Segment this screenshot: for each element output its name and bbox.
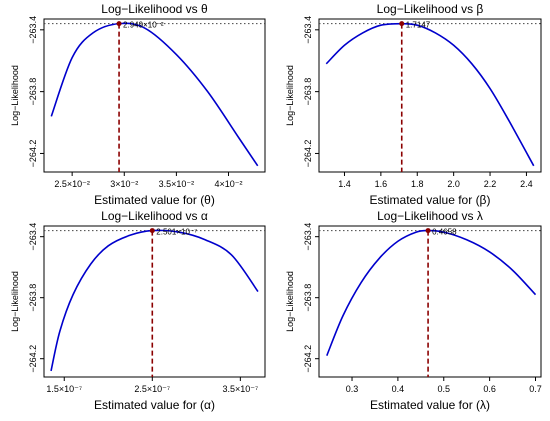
x-tick-label: 2.0 <box>447 179 460 189</box>
max-value-label: 2.501×10⁻⁷ <box>156 228 197 237</box>
y-tick-label: −264.2 <box>303 345 313 373</box>
x-tick-label: 3.5×10⁻⁷ <box>222 384 258 394</box>
y-tick-label: −263.4 <box>28 16 38 44</box>
max-point <box>116 21 122 27</box>
x-axis-label: Estimated value for (θ) <box>94 193 215 207</box>
max-point <box>399 21 405 27</box>
x-tick-label: 2.4 <box>520 179 533 189</box>
max-point <box>425 228 431 234</box>
max-point <box>149 228 155 234</box>
y-tick-label: −263.4 <box>28 223 38 251</box>
x-tick-label: 2.5×10⁻⁷ <box>134 384 170 394</box>
max-value-label: 1.7147 <box>406 21 431 30</box>
plot-frame <box>318 18 542 173</box>
likelihood-curve <box>50 229 259 372</box>
y-tick-label: −263.8 <box>303 78 313 106</box>
x-tick-label: 0.3 <box>346 384 359 394</box>
y-tick-label: −263.8 <box>28 78 38 106</box>
x-tick-label: 1.5×10⁻⁷ <box>46 384 82 394</box>
likelihood-curve <box>325 22 535 167</box>
x-tick-label: 4×10⁻² <box>214 179 242 189</box>
y-tick-label: −263.8 <box>303 284 313 312</box>
panel-3: Log−Likelihood vs α 1.5×10⁻⁷ 2.5×10⁻⁷ 3.5×1… <box>10 209 266 412</box>
panel-2: Log−Likelihood vs β 1.4 1.6 1.8 2.0 2.2 2.4 −26… <box>285 2 542 207</box>
x-tick-label: 2.5×10⁻² <box>54 179 90 189</box>
x-axis-label: Estimated value for (α) <box>94 398 215 412</box>
y-tick-label: −263.4 <box>303 16 313 44</box>
x-tick-label: 0.7 <box>529 384 542 394</box>
chart-title: Log−Likelihood vs α <box>101 209 208 223</box>
chart-title: Log−Likelihood vs β <box>377 2 484 16</box>
panel-4: Log−Likelihood vs λ 0.3 0.4 0.5 0.6 0.7 −263.4… <box>285 209 542 412</box>
likelihood-curve <box>50 22 259 167</box>
plot-frame <box>43 225 266 378</box>
x-tick-label: 1.6 <box>375 179 388 189</box>
x-tick-label: 0.6 <box>483 384 496 394</box>
y-tick-label: −264.2 <box>28 345 38 373</box>
y-tick-label: −264.2 <box>303 140 313 168</box>
plot-frame <box>318 225 542 378</box>
y-tick-label: −263.8 <box>28 284 38 312</box>
y-axis-label: Log−Likelihood <box>10 65 20 126</box>
max-value-label: 2.949×10⁻² <box>123 21 164 30</box>
chart-title: Log−Likelihood vs λ <box>377 209 483 223</box>
y-axis-label: Log−Likelihood <box>285 271 295 332</box>
chart-title: Log−Likelihood vs θ <box>101 2 208 16</box>
y-tick-label: −264.2 <box>28 140 38 168</box>
y-axis-label: Log−Likelihood <box>285 65 295 126</box>
x-tick-label: 1.8 <box>411 179 424 189</box>
x-axis-label: Estimated value for (β) <box>370 193 491 207</box>
likelihood-curve <box>326 229 537 356</box>
panel-1: Log−Likelihood vs θ 2.5×10⁻² 3×10⁻² 3.5×10⁻… <box>10 2 266 207</box>
x-tick-label: 3×10⁻² <box>110 179 138 189</box>
x-axis-label: Estimated value for (λ) <box>370 398 490 412</box>
y-axis-label: Log−Likelihood <box>10 271 20 332</box>
x-tick-label: 2.2 <box>484 179 497 189</box>
max-value-label: 0.4658 <box>432 228 457 237</box>
x-tick-label: 3.5×10⁻² <box>159 179 195 189</box>
x-tick-label: 1.4 <box>338 179 351 189</box>
x-tick-label: 0.4 <box>392 384 405 394</box>
y-tick-label: −263.4 <box>303 223 313 251</box>
plot-frame <box>43 18 266 173</box>
x-tick-label: 0.5 <box>438 384 451 394</box>
